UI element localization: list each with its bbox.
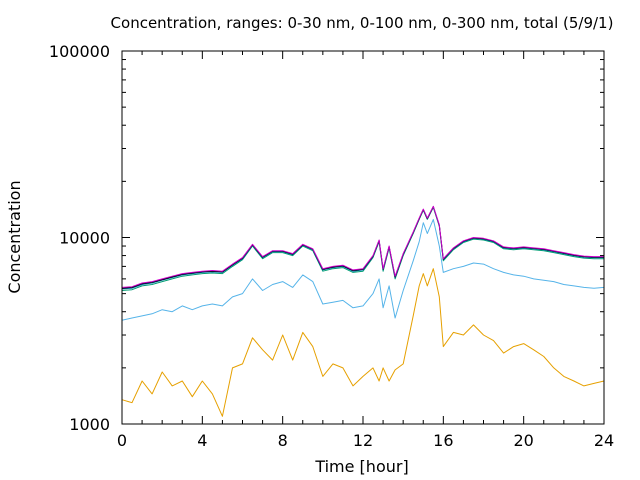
x-tick-label: 16 [433, 431, 453, 450]
chart-title: Concentration, ranges: 0-30 nm, 0-100 nm… [111, 14, 614, 32]
plot-frame [121, 50, 605, 425]
series-line-1 [121, 268, 605, 417]
y-axis-label: Concentration [5, 180, 24, 293]
x-tick-label: 24 [594, 431, 614, 450]
x-tick-label: 4 [197, 431, 207, 450]
x-tick-label: 0 [117, 431, 127, 450]
y-tick-label: 10000 [59, 229, 110, 248]
x-tick-label: 20 [513, 431, 533, 450]
series-layer [121, 205, 605, 417]
x-axis-label: Time [hour] [314, 457, 408, 476]
y-tick-label: 100000 [49, 42, 110, 61]
x-tick-label: 12 [353, 431, 373, 450]
x-tick-label: 8 [278, 431, 288, 450]
y-tick-label: 1000 [69, 415, 110, 434]
ticks-layer: 0 4 8 12 16 20 24 1000 10000 100000 [49, 42, 614, 450]
series-line-6 [121, 205, 604, 288]
series-line-2 [121, 218, 605, 321]
